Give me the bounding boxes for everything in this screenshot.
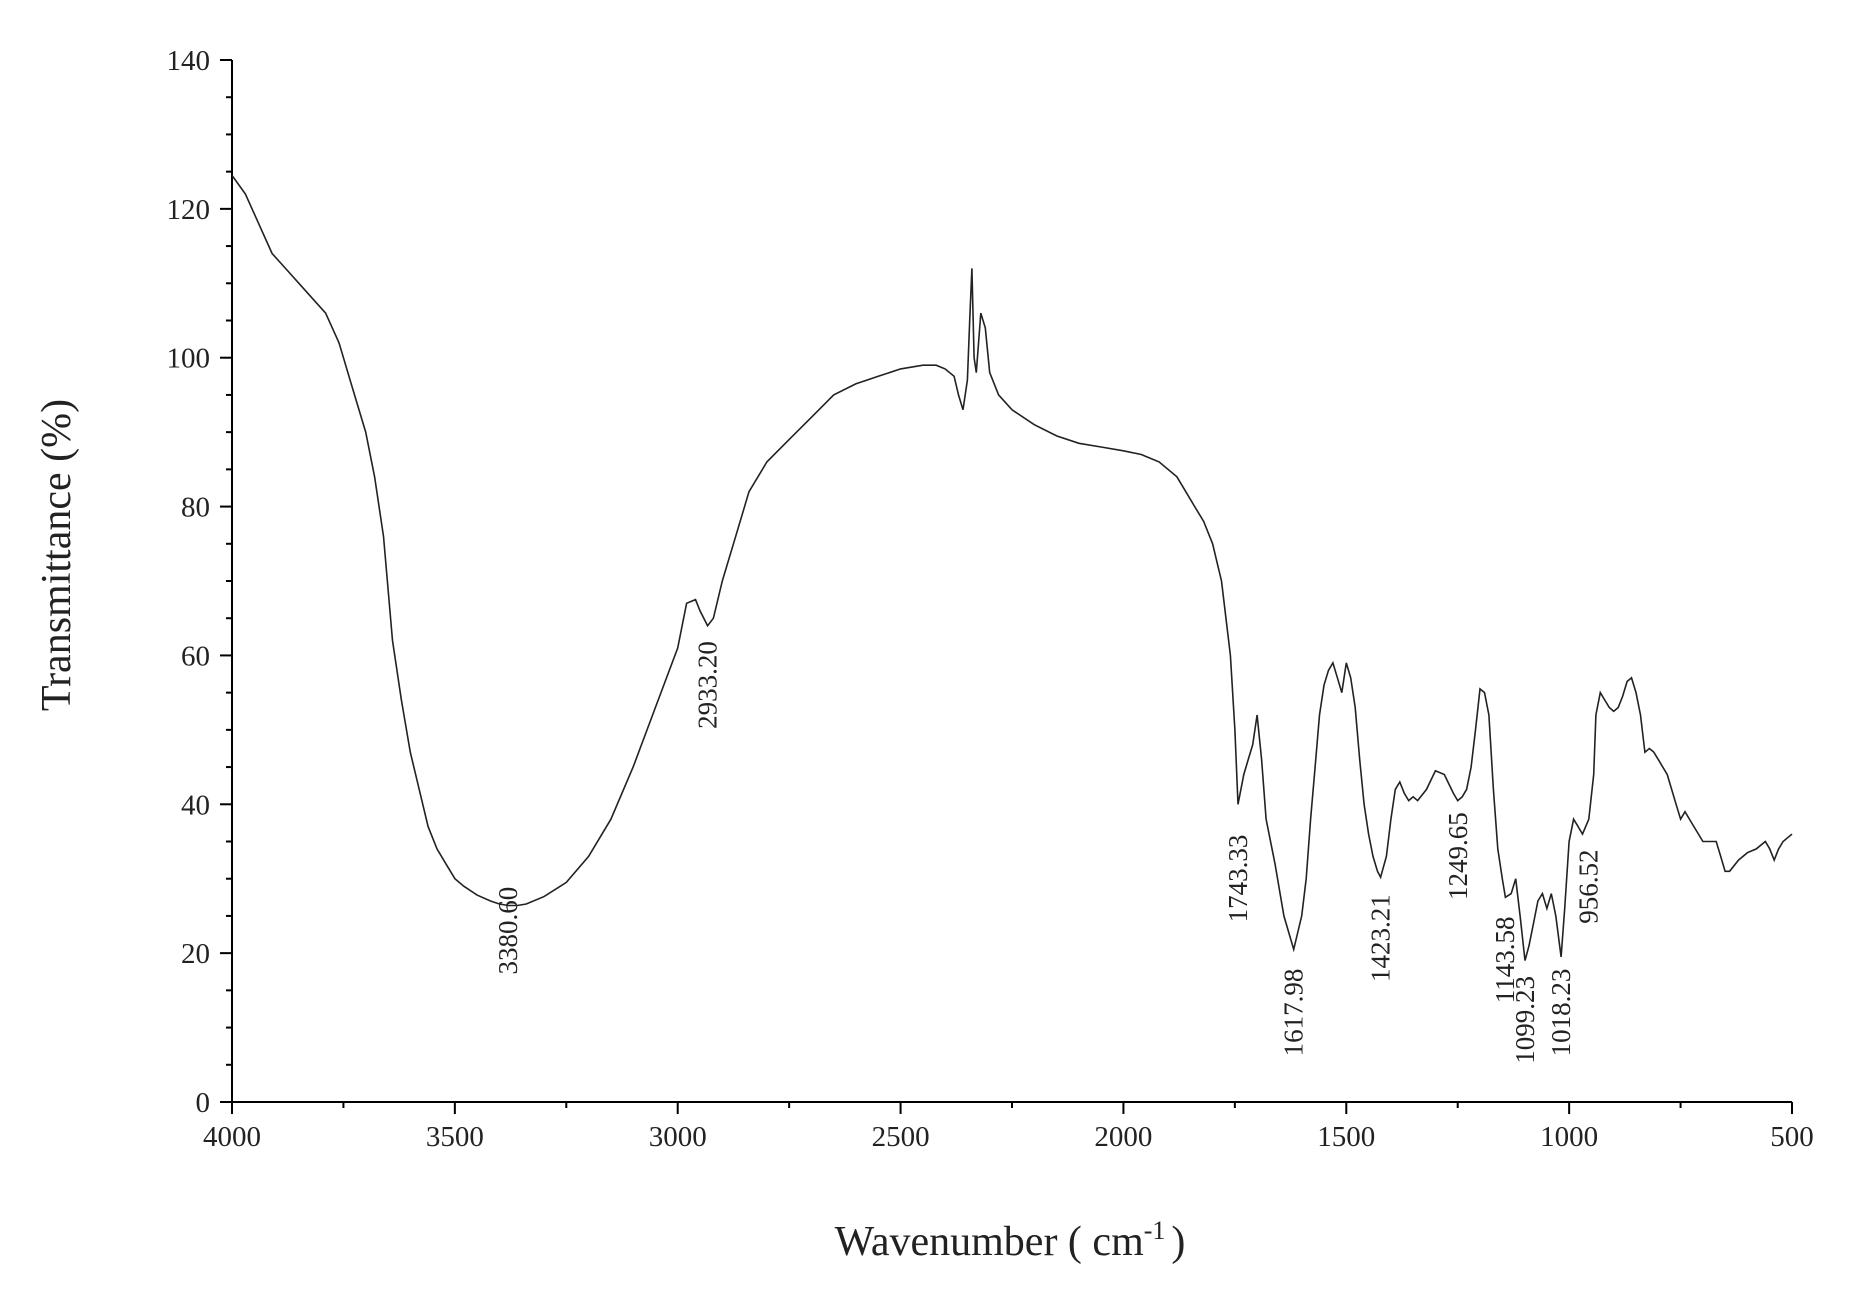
x-tick-label: 4000 bbox=[203, 1121, 261, 1153]
peak-label: 1743.33 bbox=[1223, 835, 1253, 923]
y-tick-label: 100 bbox=[167, 343, 211, 375]
x-tick-label: 1500 bbox=[1317, 1121, 1375, 1153]
x-axis-title-main: Wavenumber ( cm bbox=[835, 1219, 1144, 1265]
peak-label: 1617.98 bbox=[1279, 969, 1309, 1057]
y-axis-title: Transmittance (%) bbox=[34, 399, 80, 711]
x-tick-label: 1000 bbox=[1540, 1121, 1598, 1153]
peak-label: 3380.60 bbox=[493, 887, 523, 975]
peak-label: 1143.58 bbox=[1490, 917, 1520, 1004]
x-tick-label: 3500 bbox=[426, 1121, 484, 1153]
y-tick-label: 60 bbox=[181, 640, 210, 672]
y-tick-label: 140 bbox=[167, 45, 211, 77]
x-tick-label: 2000 bbox=[1094, 1121, 1152, 1153]
x-axis-title-close: ) bbox=[1171, 1219, 1185, 1265]
peak-label: 956.52 bbox=[1574, 850, 1604, 924]
y-tick-label: 20 bbox=[181, 938, 210, 970]
peak-label: 1249.65 bbox=[1443, 812, 1473, 900]
y-tick-label: 40 bbox=[181, 789, 210, 821]
y-tick-label: 0 bbox=[196, 1087, 211, 1119]
x-axis-title-superscript: -1 bbox=[1144, 1216, 1166, 1245]
peak-label: 1099.23 bbox=[1510, 976, 1540, 1064]
y-axis-ticks: 0 20 40 60 80 100 120 140 bbox=[167, 45, 232, 1119]
peak-label: 2933.20 bbox=[693, 641, 723, 729]
x-tick-label: 500 bbox=[1770, 1121, 1814, 1153]
peak-label: 1018.23 bbox=[1546, 969, 1576, 1057]
y-tick-label: 120 bbox=[167, 194, 211, 226]
peak-annotations: 3380.60 2933.20 1743.33 1617.98 1423.21 1249.… bbox=[493, 641, 1603, 1064]
x-tick-label: 2500 bbox=[872, 1121, 930, 1153]
peak-label: 1423.21 bbox=[1366, 894, 1396, 982]
x-tick-label: 3000 bbox=[649, 1121, 707, 1153]
x-axis-ticks: 4000 3500 3000 2500 2000 1500 1000 500 bbox=[203, 1102, 1814, 1153]
x-axis-title: Wavenumber ( cm-1) bbox=[835, 1216, 1186, 1265]
spectrum-line-0 bbox=[231, 174, 1793, 961]
plot-area bbox=[231, 60, 1793, 1103]
y-tick-label: 80 bbox=[181, 492, 210, 524]
